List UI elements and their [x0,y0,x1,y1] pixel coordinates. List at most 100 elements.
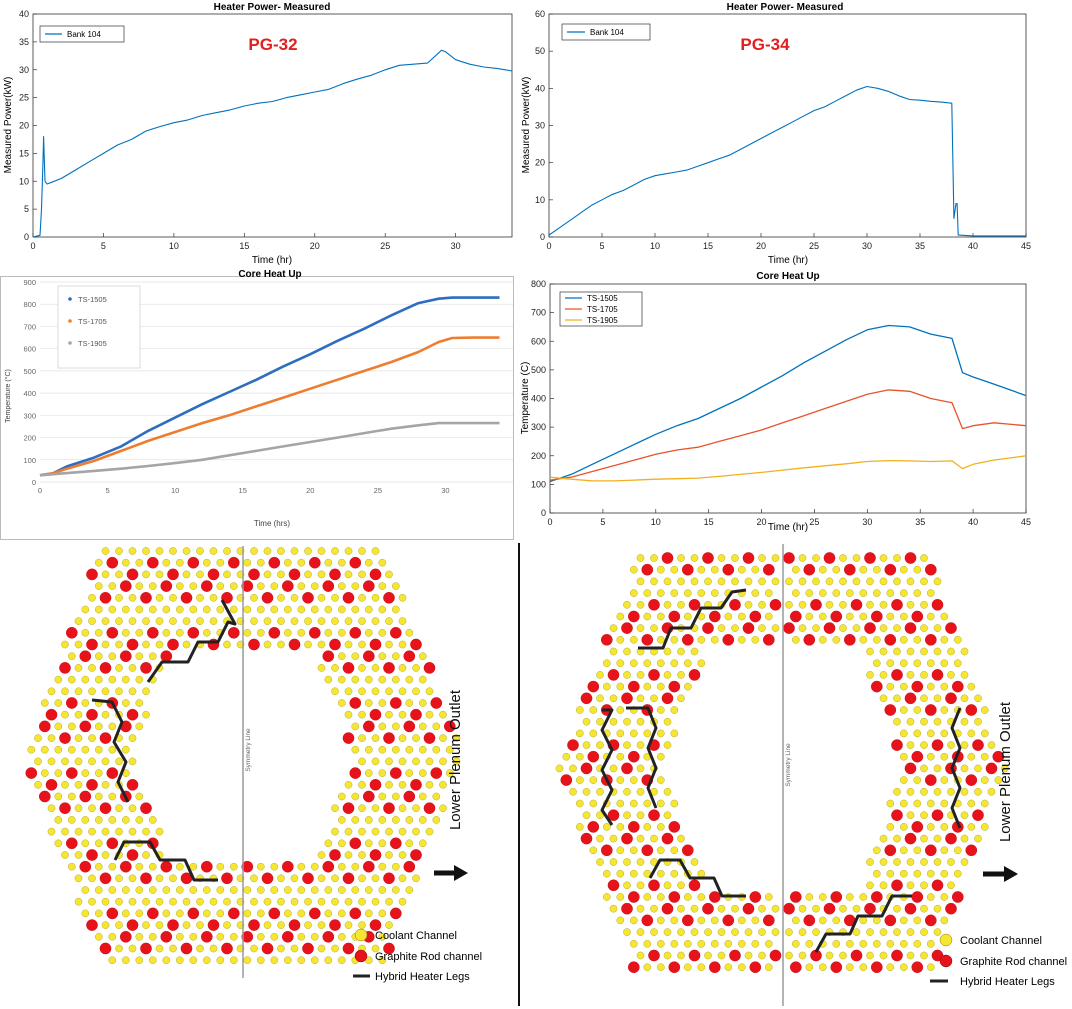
coolant-channel [920,624,928,632]
graphite-rod-channel [884,634,897,646]
y-tick-label: 40 [535,83,545,93]
graphite-rod-channel [924,563,937,576]
coolant-channel [697,589,706,597]
coolant-channel [135,605,144,614]
coolant-channel [906,811,915,820]
coolant-channel [74,734,83,742]
coolant-channel [223,570,231,579]
coolant-channel [636,671,645,679]
coolant-channel [398,664,407,672]
coolant-channel [216,582,225,590]
graphite-rod-channel [261,942,274,955]
coolant-channel [398,851,407,859]
coolant-channel [270,605,279,614]
coolant-channel [95,629,103,637]
graphite-rod-channel [349,837,362,850]
coolant-channel [61,851,69,859]
coolant-channel [243,956,252,965]
coolant-channel [953,846,962,855]
coolant-channel [596,811,604,820]
coolant-channel [940,659,949,667]
coolant-channel [879,671,888,679]
coolant-channel [101,827,110,836]
graphite-rod-channel [661,902,674,915]
coolant-channel [169,897,177,906]
coolant-channel [101,547,110,555]
graphite-rod-channel [621,622,633,634]
coolant-channel [852,904,861,913]
x-tick-label: 35 [915,517,925,527]
coolant-channel [391,886,400,894]
coolant-channel [445,745,454,754]
graphite-rod-channel [66,767,78,779]
coolant-channel [88,687,96,696]
coolant-channel [68,675,76,684]
graphite-rod-channel [66,697,78,709]
coolant-channel [663,787,672,796]
coolant-channel [74,687,83,696]
coolant-channel [317,617,326,625]
coolant-channel [202,909,211,918]
coolant-channel [216,862,225,871]
coolant-channel [277,617,285,625]
graphite-rod-channel [681,914,694,927]
coolant-channel [596,671,604,679]
coolant-channel [128,594,137,602]
coolant-channel [202,605,211,614]
graphite-rod-channel [628,750,640,763]
coolant-channel [358,547,366,555]
graphite-rod-channel [86,568,98,581]
coolant-channel [297,956,306,965]
coolant-channel [162,956,171,965]
coolant-channel [913,939,922,948]
graphite-rod-channel [850,599,863,611]
graphite-rod-channel [702,552,714,564]
graphite-rod-channel [308,627,321,639]
graphite-rod-channel [248,568,260,581]
coolant-channel [81,816,90,824]
coolant-channel [893,624,901,632]
coolant-channel [697,963,706,972]
coolant-channel [317,640,326,649]
coolant-channel [737,963,746,972]
graphite-rod-channel [39,790,51,803]
coolant-channel [351,886,360,894]
coolant-channel [974,764,982,773]
coolant-channel [155,944,164,953]
graphite-rod-channel [248,919,260,931]
coolant-channel [202,558,211,567]
coolant-channel [209,897,218,906]
hybrid-heater-leg [950,707,962,829]
coolant-channel [391,862,400,871]
coolant-channel [758,601,766,609]
coolant-channel [398,640,407,649]
coolant-channel [933,904,942,913]
graphite-rod-channel [641,914,654,927]
graphite-rod-channel [241,930,254,943]
graphite-rod-channel [200,930,213,943]
coolant-channel [630,799,638,808]
coolant-channel [263,640,272,649]
graphite-rod-channel [140,662,152,674]
coolant-channel [310,862,319,871]
coolant-channel [351,745,360,754]
coolant-channel [385,780,393,789]
graphite-rod-channel [607,809,620,822]
coolant-channel [636,787,645,796]
coolant-channel [893,694,901,703]
coolant-channel [81,839,90,848]
coolant-channel [677,554,685,562]
graphite-rod-channel [120,650,132,662]
coolant-channel [758,928,766,936]
coolant-channel [317,570,326,579]
core-map-svg: Symmetry Line Lower Plenum Outlet Coolan… [555,544,1067,1006]
coolant-channel [926,893,935,901]
coolant-channel [398,827,407,836]
coolant-channel [425,780,434,789]
coolant-channel [744,601,753,609]
coolant-channel [371,827,380,836]
coolant-channel [344,780,353,789]
coolant-channel [418,652,427,660]
legend-label: TS-1705 [78,317,107,326]
graphite-rod-channel [106,556,119,569]
